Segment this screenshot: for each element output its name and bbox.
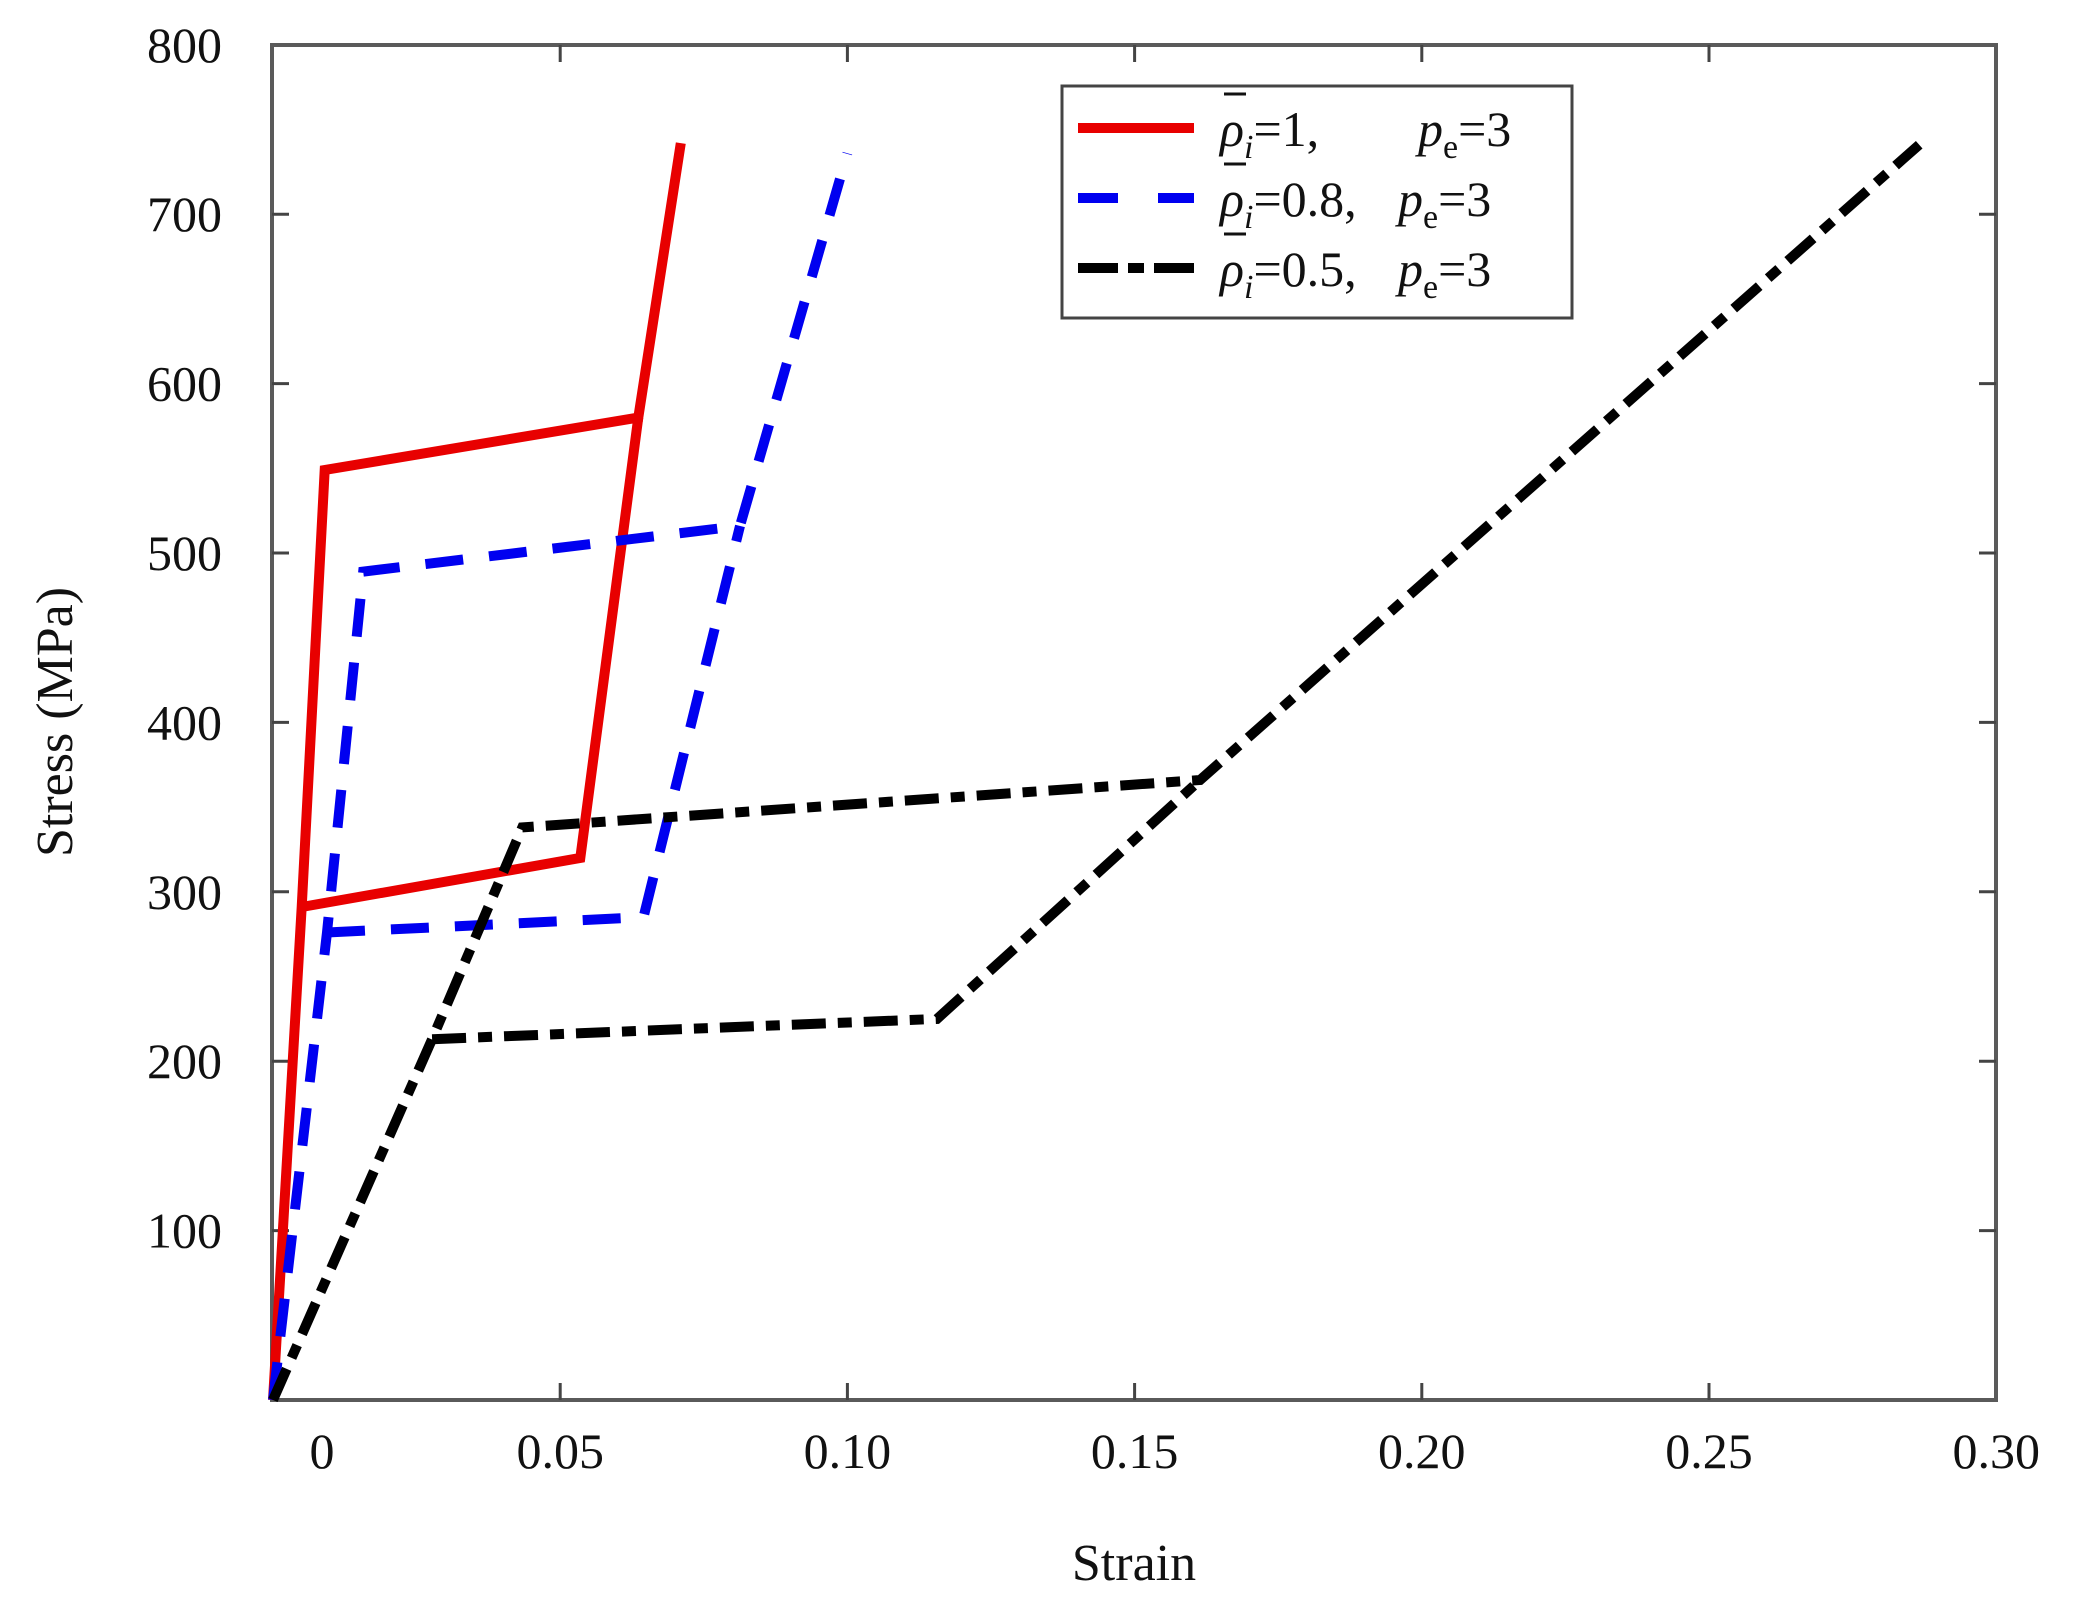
legend: ρi=1, pe=3ρi=0.8, pe=3ρi=0.5, pe=3 [1060,84,1574,320]
y-tick-label: 100 [147,1203,222,1259]
x-tick-label: 0.05 [516,1423,604,1479]
x-tick-label: 0.25 [1665,1423,1753,1479]
series-line [431,776,1204,1045]
legend-item: ρi=1, pe=3 [1078,92,1511,166]
y-tick-label: 300 [147,864,222,920]
series-line [300,416,644,912]
x-tick-label: 0.15 [1091,1423,1179,1479]
series-1 [268,142,686,1401]
y-axis-ticks [272,212,1996,1233]
y-tick-label: 400 [147,694,222,750]
x-axis-ticks [558,45,1711,1400]
legend-label: ρi=0.8, pe=3 [1218,171,1491,236]
legend-label: ρi=0.5, pe=3 [1218,241,1491,306]
series-3 [268,140,1923,1403]
x-tick-label: 0.10 [804,1423,892,1479]
x-axis-title: Strain [1072,1535,1196,1592]
series-2 [268,151,853,1401]
series-line [268,151,853,1401]
x-axis-tick-labels: 0 0.05 0.10 0.15 0.20 0.25 0.30 [310,1423,2040,1479]
legend-label: ρi=1, pe=3 [1218,101,1511,166]
legend-item: ρi=0.8, pe=3 [1078,162,1491,236]
x-tick-label: 0.30 [1952,1423,2040,1479]
y-axis-tick-labels: 100 200 300 400 500 600 700 800 [147,17,222,1259]
y-tick-label: 200 [147,1033,222,1089]
x-tick-label: 0 [310,1423,335,1479]
series-line [268,140,1923,1403]
y-tick-label: 600 [147,356,222,412]
y-axis-title: Stress (MPa) [27,587,84,857]
y-tick-label: 500 [147,525,222,581]
legend-item: ρi=0.5, pe=3 [1078,232,1491,306]
series-layer [268,140,1923,1403]
y-tick-label: 700 [147,186,222,242]
x-tick-label: 0.20 [1378,1423,1466,1479]
series-line [326,524,745,938]
series-line [268,142,686,1401]
y-tick-label: 800 [147,17,222,73]
